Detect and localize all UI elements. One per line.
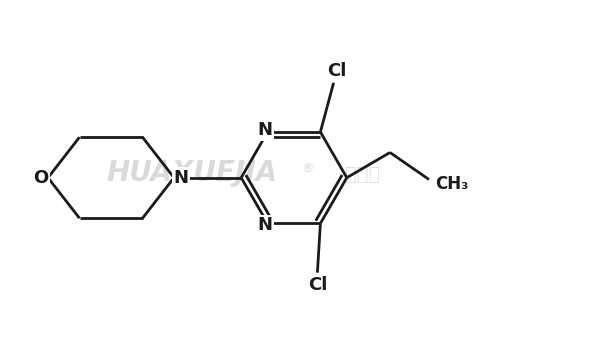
Text: N: N: [257, 216, 272, 234]
Text: O: O: [33, 169, 49, 187]
Text: Cl: Cl: [327, 62, 346, 80]
Text: 化学加: 化学加: [346, 165, 380, 184]
Text: N: N: [257, 121, 272, 139]
Text: HUAXUEJIA: HUAXUEJIA: [106, 159, 278, 187]
Text: CH₃: CH₃: [435, 175, 469, 193]
Text: Cl: Cl: [308, 276, 327, 294]
Text: ®: ®: [301, 162, 313, 175]
Text: N: N: [174, 169, 189, 187]
